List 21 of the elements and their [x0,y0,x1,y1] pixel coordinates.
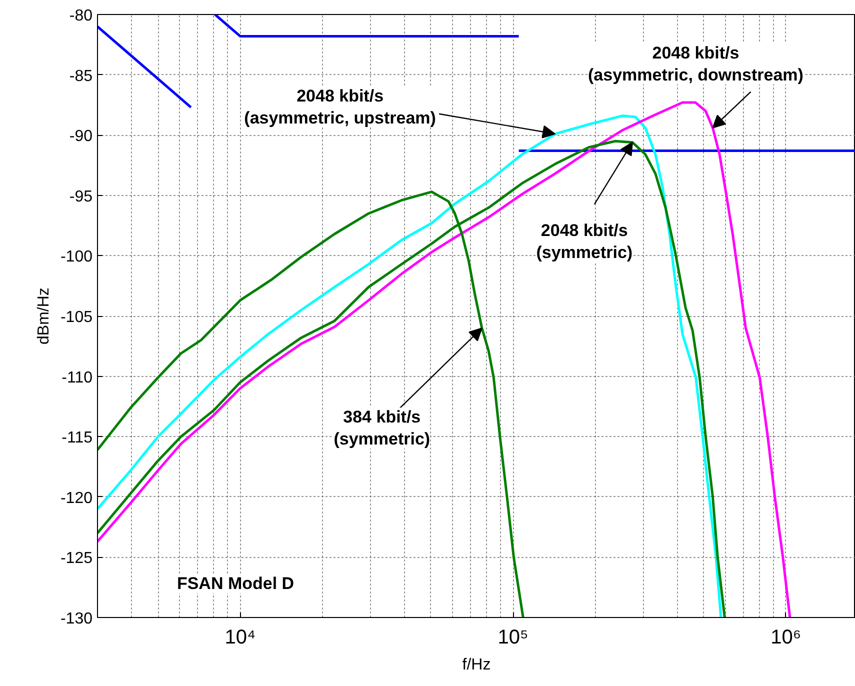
y-tick-label: -90 [69,128,93,146]
y-tick-label: -130 [60,610,93,628]
y-tick-label: -120 [60,490,93,507]
x-axis-title: f/Hz [462,656,491,674]
annotation: 2048 kbit/s (asymmetric, downstream) [588,43,804,84]
x-tick-label: 10⁴ [224,626,256,648]
y-tick-label: -80 [69,8,93,24]
y-tick-label: -100 [60,248,93,266]
y-tick-label: -85 [69,68,93,85]
y-tick-label: -105 [60,309,93,326]
annotation: FSAN Model D [176,574,294,593]
annotation: 384 kbit/s (symmetric) [334,408,430,448]
y-tick-label: -125 [60,550,93,568]
x-tick-label: 10⁶ [770,626,802,648]
y-axis-title: dBm/Hz [35,288,52,344]
annotation: 2048 kbit/s (symmetric) [536,220,633,262]
y-tick-label: -95 [69,188,93,206]
y-tick-label: -110 [62,369,93,386]
x-tick-label: 10⁵ [498,626,528,648]
y-tick-label: -115 [62,430,93,447]
annotation: 2048 kbit/s (asymmetric, upstream) [244,86,436,128]
